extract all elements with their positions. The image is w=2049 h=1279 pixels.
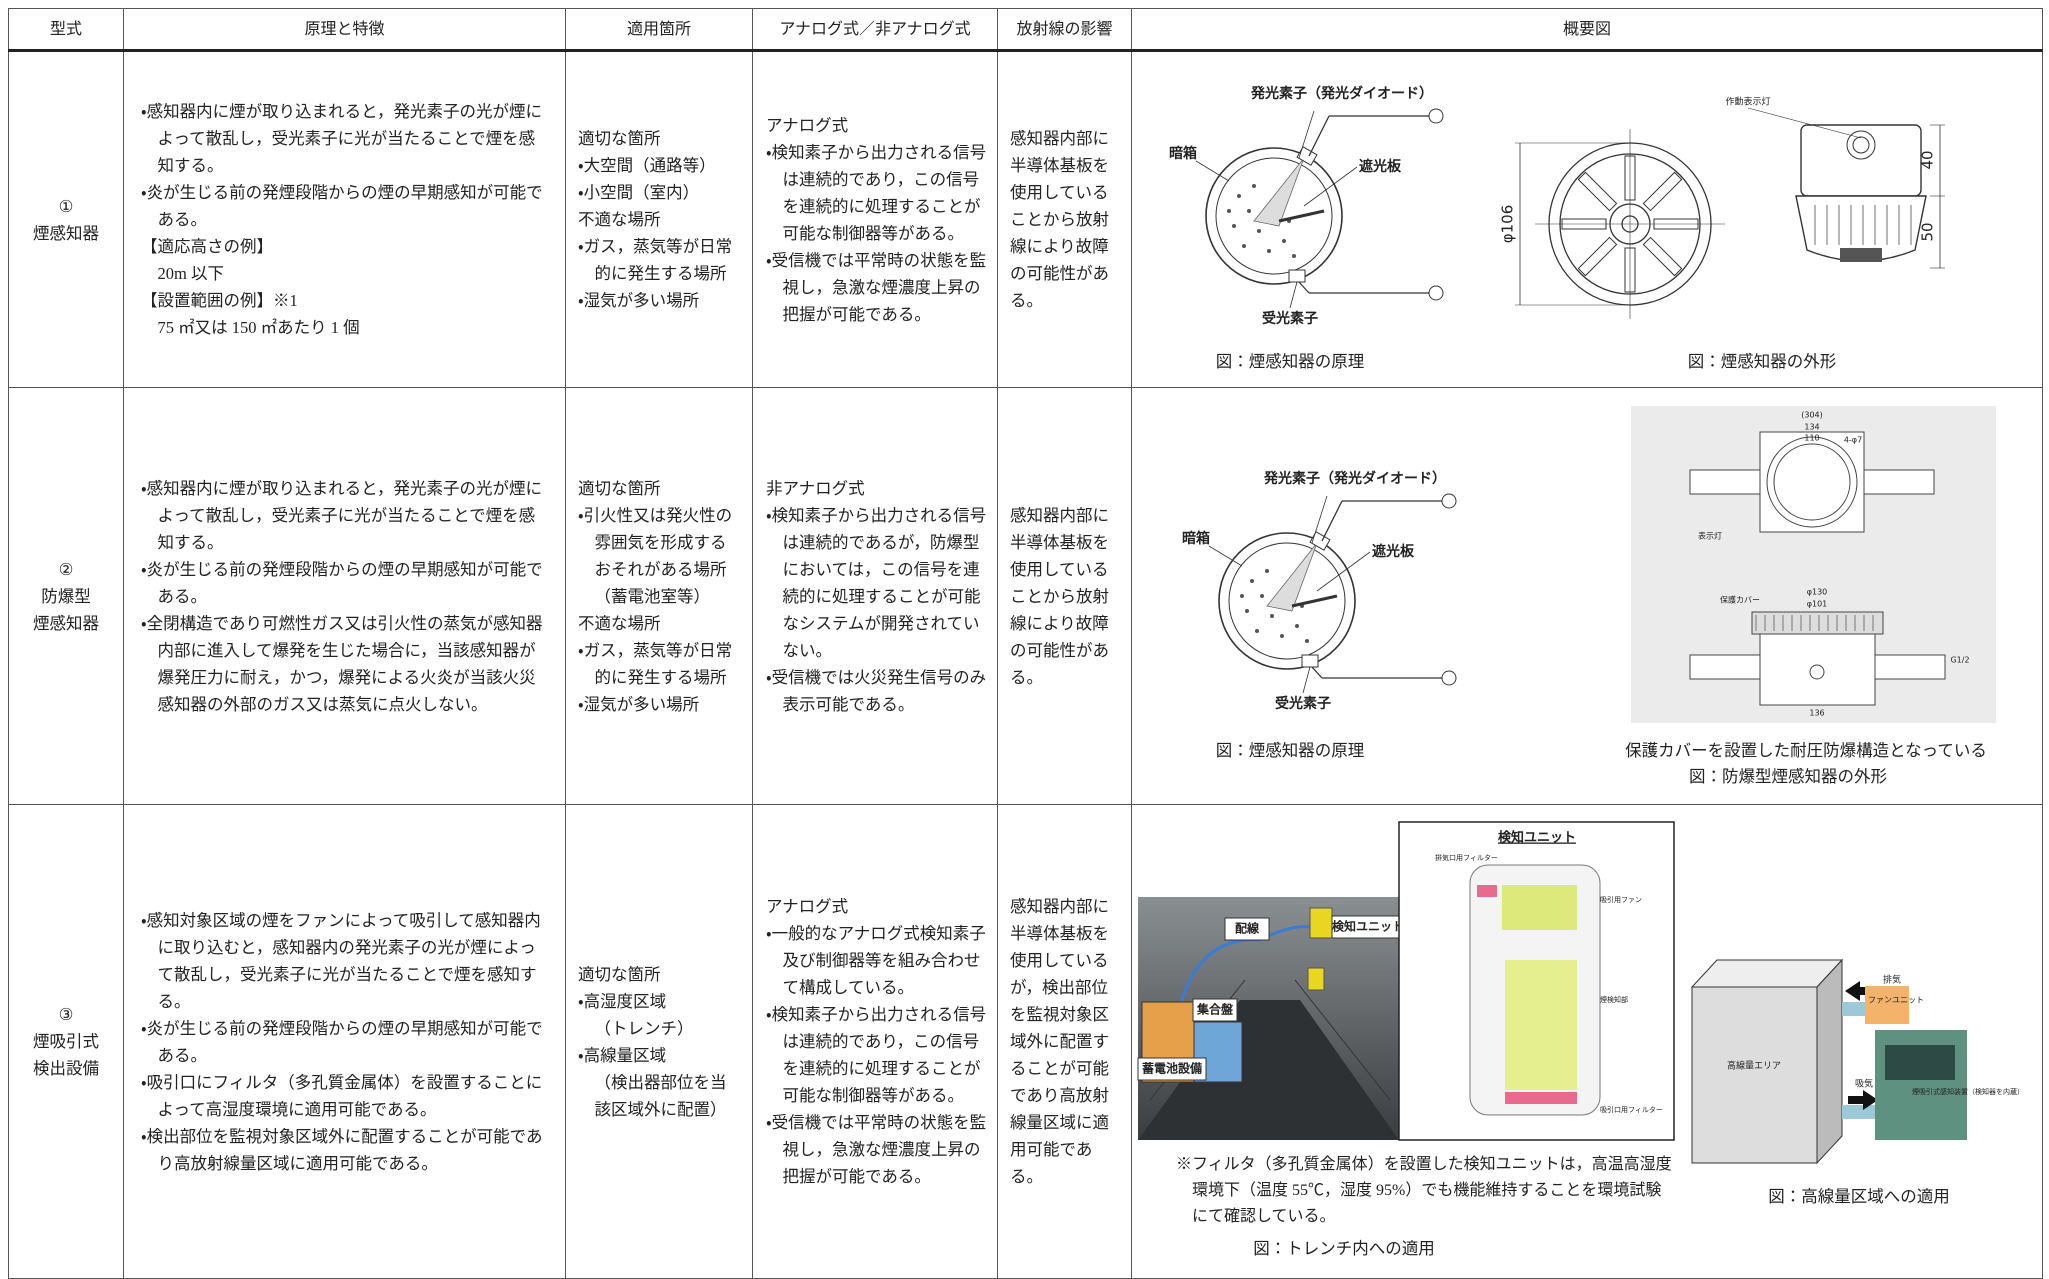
analog-item: ・受信機では平常時の状態を監視し，急激な煙濃度上昇の把握が可能である。: [766, 250, 987, 324]
header-cell: 適用箇所: [565, 8, 753, 52]
location-item: 適切な箇所: [578, 964, 661, 984]
location-item: ・湿気が多い場所: [578, 291, 700, 310]
analog-cell: アナログ式・検知素子から出力される信号は連続的であり，この信号を連続的に処理する…: [752, 50, 998, 388]
location-cell: 適切な箇所・引火性又は発火性の雰囲気を形成するおそれがある場所（蓄電池室等） 不適…: [565, 387, 753, 805]
principle-item: ・感知器内に煙が取り込まれると，発光素子の光が煙によって散乱し，受光素子に光が当…: [141, 478, 542, 552]
analog-cell: アナログ式 ・一般的なアナログ式検知素子及び制御器等を組み合わせて構成している。・…: [752, 804, 998, 1279]
type-cell: ③ 煙吸引式検出設備: [8, 804, 124, 1279]
table-row: ① 煙感知器 ・感知器内に煙が取り込まれると，発光素子の光が煙によって散乱し，受光素…: [8, 50, 2043, 388]
location-item: ・高湿度区域: [578, 991, 667, 1011]
header-cell: 型式: [8, 8, 124, 52]
location-item: 不適な場所: [578, 210, 661, 229]
analog-item: 非アナログ式: [766, 478, 865, 498]
location-cell: 適切な箇所・大空間（通路等） ・小空間（室内） 不適な場所・ガス，蒸気等が日常的に発…: [565, 50, 753, 388]
principle-item: 【適応高さの例】: [141, 237, 273, 256]
location-item: （検出器部位を当該区域外に配置）: [594, 1072, 727, 1119]
principle-item: 20m 以下: [157, 264, 224, 283]
figure-cell: [1131, 50, 2043, 388]
location-item: 適切な箇所: [578, 478, 661, 498]
location-item: 不適な場所: [578, 613, 661, 633]
principle-item: ・吸引口にフィルタ（多孔質金属体）を設置することによって高湿度環境に適用可能であ…: [141, 1072, 543, 1119]
principle-item: ・感知器内に煙が取り込まれると，発光素子の光が煙によって散乱し，受光素子に光が当…: [141, 102, 542, 175]
location-item: ・ガス，蒸気等が日常的に発生する場所: [578, 237, 733, 283]
table-row: ③ 煙吸引式検出設備 ・感知対象区域の煙をファンによって吸引して感知器内に取り込むと…: [8, 804, 2043, 1279]
principle-item: ・炎が生じる前の発煙段階からの煙の早期感知が可能である。: [141, 183, 543, 229]
type-line: ③: [58, 1005, 74, 1024]
type-line: 煙感知器: [33, 613, 99, 633]
header-cell: アナログ式／非アナログ式: [752, 8, 998, 52]
radiation-text: 感知器内部に半導体基板を使用していることから放射線により故障の可能性がある。: [1010, 505, 1109, 687]
analog-item: ・一般的なアナログ式検知素子及び制御器等を組み合わせて構成している。: [766, 924, 986, 997]
location-item: 適切な箇所: [578, 129, 661, 148]
location-item: ・大空間（通路等）: [578, 156, 716, 175]
header-cell: 放射線の影響: [997, 8, 1132, 52]
type-cell: ② 防爆型煙感知器: [8, 387, 124, 805]
type-cell: ① 煙感知器: [8, 50, 124, 388]
analog-item: ・検知素子から出力される信号は連続的であり，この信号を連続的に処理することが可能…: [766, 1005, 987, 1105]
analog-item: ・受信機では平常時の状態を監視し，急激な煙濃度上昇の把握が可能である。: [766, 1113, 987, 1186]
principle-item: 75 ㎡又は 150 ㎡あたり 1 個: [157, 318, 360, 337]
location-item: ・湿気が多い場所: [578, 694, 700, 714]
location-item: ・高線量区域: [578, 1045, 667, 1065]
principle-item: ・全閉構造であり可燃性ガス又は引火性の蒸気が感知器内部に進入して爆発を生じた場合…: [141, 613, 543, 714]
radiation-cell: 感知器内部に半導体基板を使用していることから放射線により故障の可能性がある。: [997, 50, 1132, 388]
location-item: ・ガス，蒸気等が日常的に発生する場所: [578, 640, 733, 687]
figure-cell: [1131, 387, 2043, 805]
table-row: ② 防爆型煙感知器 ・感知器内に煙が取り込まれると，発光素子の光が煙によって散乱し，…: [8, 387, 2043, 805]
analog-item: ・検知素子から出力される信号は連続的であるが，防爆型においては，この信号を連続的…: [766, 505, 987, 660]
analog-cell: 非アナログ式・検知素子から出力される信号は連続的であるが，防爆型においては，この…: [752, 387, 998, 805]
comparison-table: 型式 原理と特徴 適用箇所 アナログ式／非アナログ式 放射線の影響 概要図 ① 煙感知器 ・感…: [8, 8, 2043, 1279]
principle-item: ・炎が生じる前の発煙段階からの煙の早期感知が可能である。: [141, 1018, 543, 1065]
radiation-text: 感知器内部に半導体基板を使用していることから放射線により故障の可能性がある。: [1010, 129, 1109, 310]
principle-item: ・検出部位を監視対象区域外に配置することが可能であり高放射線量区域に適用可能であ…: [141, 1126, 543, 1173]
location-cell: 適切な箇所・高湿度区域 （トレンチ） ・高線量区域 （検出器部位を当該区域外に配置）: [565, 804, 753, 1279]
analog-item: アナログ式: [766, 115, 849, 135]
header-cell: 概要図: [1131, 8, 2043, 52]
analog-item: アナログ式: [766, 897, 849, 916]
analog-item: ・検知素子から出力される信号は連続的であり，この信号を連続的に処理することが可能…: [766, 142, 987, 243]
radiation-cell: 感知器内部に半導体基板を使用していることから放射線により故障の可能性がある。: [997, 387, 1132, 805]
principle-item: ・感知対象区域の煙をファンによって吸引して感知器内に取り込むと，感知器内の発光素…: [141, 910, 541, 1011]
header-row: 型式 原理と特徴 適用箇所 アナログ式／非アナログ式 放射線の影響 概要図: [8, 8, 2043, 52]
radiation-cell: 感知器内部に半導体基板を使用しているが，検出部位を監視対象区域外に配置することが…: [997, 804, 1132, 1279]
type-line: 防爆型: [41, 586, 91, 606]
radiation-text: 感知器内部に半導体基板を使用しているが，検出部位を監視対象区域外に配置することが…: [1010, 897, 1109, 1186]
location-item: ・小空間（室内）: [578, 183, 700, 202]
figure-cell: [1131, 804, 2043, 1279]
location-item: ・引火性又は発火性の雰囲気を形成するおそれがある場所（蓄電池室等）: [578, 505, 733, 606]
principle-item: 【設置範囲の例】※1: [141, 291, 298, 310]
principle-item: ・炎が生じる前の発煙段階からの煙の早期感知が可能である。: [141, 559, 543, 606]
principle-cell: ・感知器内に煙が取り込まれると，発光素子の光が煙によって散乱し，受光素子に光が当…: [123, 50, 566, 388]
type-line: ②: [58, 559, 74, 579]
principle-cell: ・感知対象区域の煙をファンによって吸引して感知器内に取り込むと，感知器内の発光素…: [123, 804, 566, 1279]
principle-cell: ・感知器内に煙が取り込まれると，発光素子の光が煙によって散乱し，受光素子に光が当…: [123, 387, 566, 805]
type-line: 検出設備: [33, 1059, 99, 1078]
analog-item: ・受信機では火災発生信号のみ表示可能である。: [766, 667, 987, 714]
type-line: ①: [58, 196, 74, 216]
type-line: 煙吸引式: [33, 1032, 99, 1051]
type-line: 煙感知器: [33, 223, 99, 243]
header-cell: 原理と特徴: [123, 8, 566, 52]
location-item: （トレンチ）: [594, 1018, 694, 1038]
